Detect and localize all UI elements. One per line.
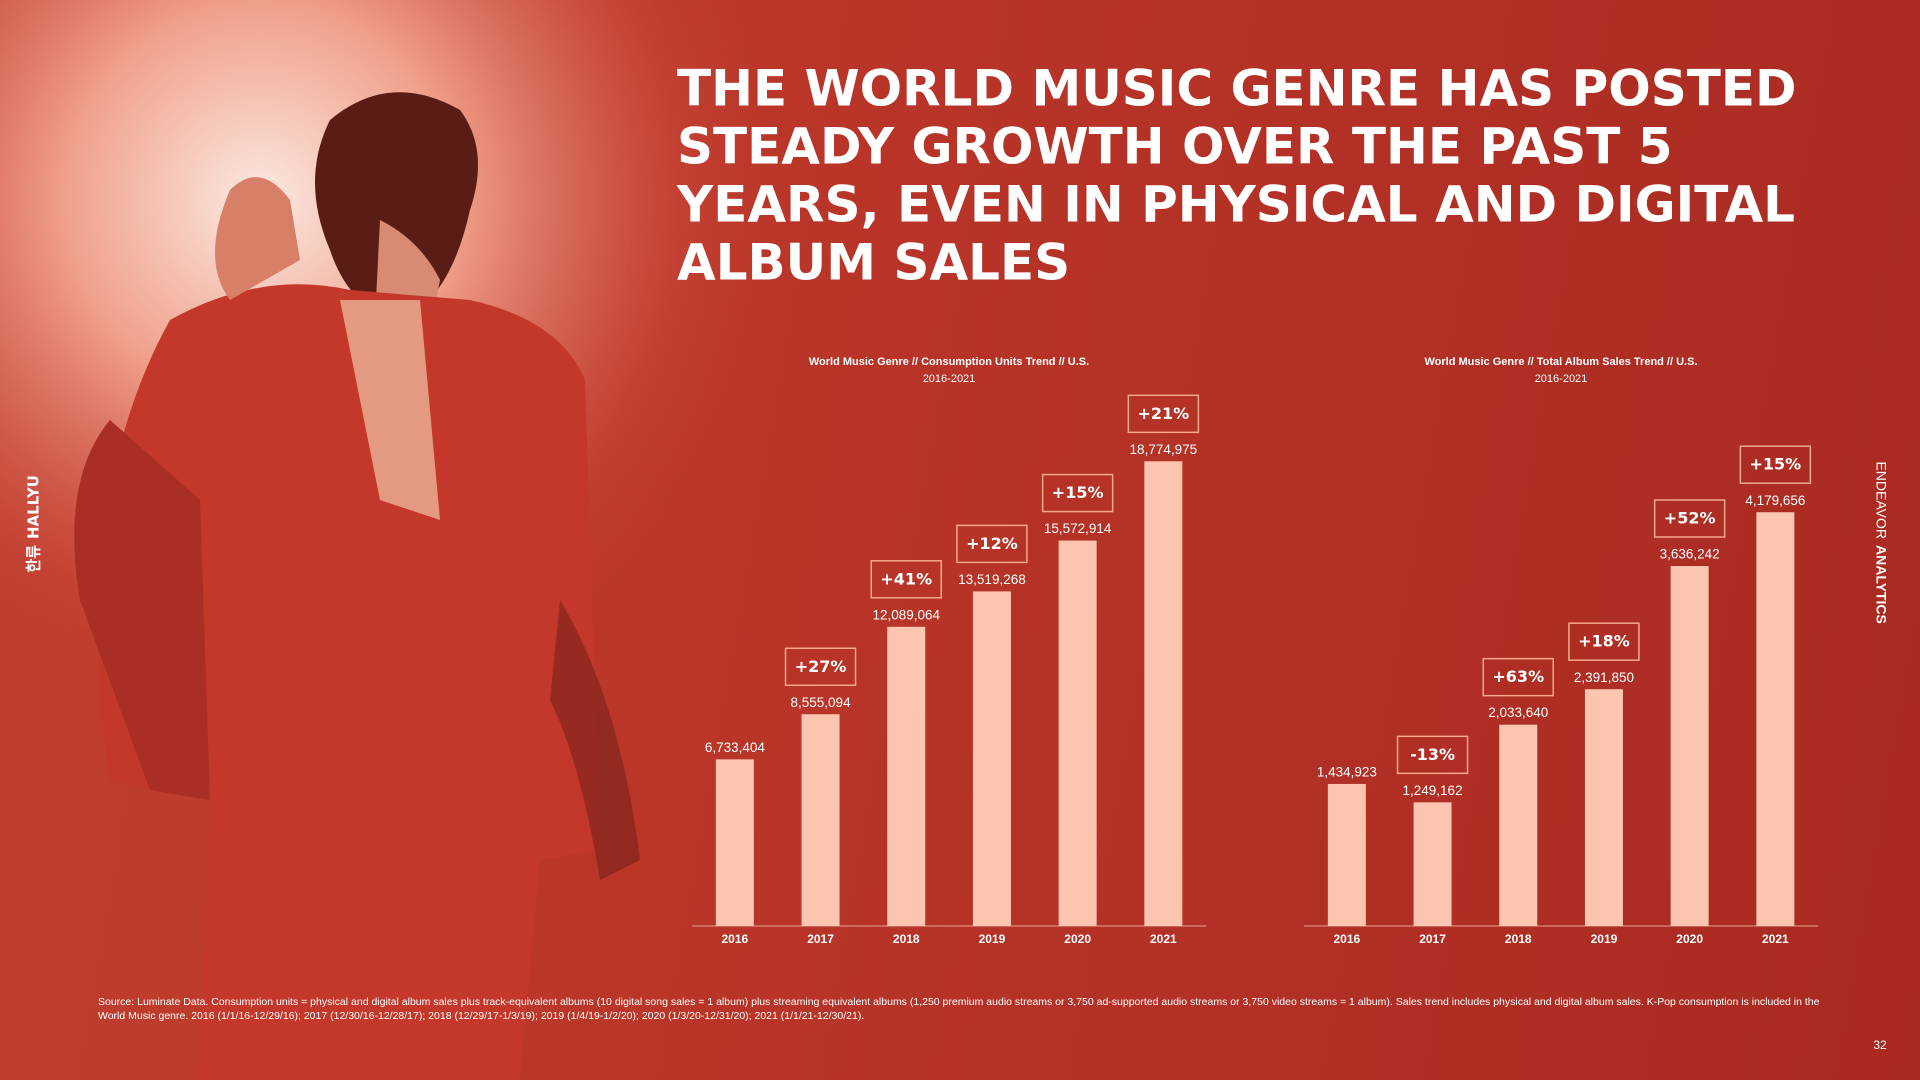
bar <box>1144 461 1183 926</box>
change-box <box>870 560 942 599</box>
change-box <box>1127 394 1200 434</box>
x-tick-label: 2019 <box>1591 932 1618 946</box>
x-tick-label: 2018 <box>893 932 920 946</box>
x-tick-label: 2020 <box>1064 932 1091 946</box>
bar <box>801 714 840 926</box>
title-line: ALBUM SALES <box>677 234 1070 292</box>
x-tick-label: 2016 <box>721 932 748 946</box>
change-box <box>1396 735 1469 775</box>
change-label: +15% <box>1052 483 1104 502</box>
change-label: +18% <box>1578 632 1630 651</box>
x-tick-label: 2017 <box>1419 932 1446 946</box>
value-label: 15,572,914 <box>1044 521 1112 536</box>
bar <box>1756 512 1795 926</box>
value-label: 8,555,094 <box>791 695 852 710</box>
value-label: 2,391,850 <box>1574 670 1634 685</box>
bar <box>1058 540 1097 926</box>
bar <box>887 626 926 926</box>
source-note: Source: Luminate Data. Consumption units… <box>98 996 1820 1022</box>
change-box <box>1041 473 1114 513</box>
change-box <box>784 647 857 687</box>
value-label: 3,636,242 <box>1660 547 1720 562</box>
change-label: +52% <box>1664 509 1716 528</box>
page-number: 32 <box>1873 1038 1887 1052</box>
title-line: THE WORLD MUSIC GENRE HAS POSTED <box>677 60 1797 118</box>
bar <box>1584 689 1623 926</box>
bar <box>972 591 1011 926</box>
change-label: +15% <box>1749 455 1801 474</box>
change-box <box>1739 445 1812 484</box>
change-label: -13% <box>1410 745 1455 764</box>
x-tick-label: 2017 <box>807 932 834 946</box>
change-label: +12% <box>966 534 1018 553</box>
change-label: +27% <box>795 657 847 676</box>
bar <box>1499 724 1538 926</box>
value-label: 2,033,640 <box>1488 705 1548 720</box>
value-label: 18,774,975 <box>1130 442 1198 457</box>
brand-bold: ANALYTICS <box>1873 545 1889 624</box>
bar <box>1327 783 1366 926</box>
x-tick-label: 2019 <box>979 932 1006 946</box>
chart-title: World Music Genre // Total Album Sales T… <box>1424 356 1697 368</box>
change-label: +63% <box>1492 667 1544 686</box>
chart-title: World Music Genre // Consumption Units T… <box>809 356 1089 368</box>
chart-subtitle: 2016-2021 <box>923 373 976 385</box>
x-tick-label: 2021 <box>1150 932 1177 946</box>
bar <box>1413 802 1452 926</box>
value-label: 1,434,923 <box>1317 765 1377 780</box>
x-tick-label: 2021 <box>1762 932 1789 946</box>
chart-subtitle: 2016-2021 <box>1535 373 1588 385</box>
side-label-ko: 한류 <box>25 545 43 573</box>
bar <box>1670 566 1709 926</box>
value-label: 13,519,268 <box>958 572 1026 587</box>
value-label: 4,179,656 <box>1745 493 1805 508</box>
change-label: +21% <box>1137 404 1189 423</box>
side-label: HALLYU <box>25 475 43 539</box>
change-box <box>956 524 1028 564</box>
x-tick-label: 2018 <box>1505 932 1532 946</box>
change-box <box>1568 622 1640 661</box>
value-label: 1,249,162 <box>1403 783 1463 798</box>
x-tick-label: 2016 <box>1333 932 1360 946</box>
brand-light: ENDEAVOR <box>1873 461 1889 539</box>
value-label: 12,089,064 <box>872 607 940 622</box>
title-line: STEADY GROWTH OVER THE PAST 5 <box>677 118 1673 176</box>
bar <box>715 759 754 926</box>
figure-photo <box>74 92 640 1080</box>
change-box <box>1653 499 1726 538</box>
value-label: 6,733,404 <box>705 740 766 755</box>
change-label: +41% <box>880 569 932 588</box>
title-line: YEARS, EVEN IN PHYSICAL AND DIGITAL <box>676 176 1795 234</box>
change-box <box>1482 657 1554 697</box>
x-tick-label: 2020 <box>1676 932 1703 946</box>
